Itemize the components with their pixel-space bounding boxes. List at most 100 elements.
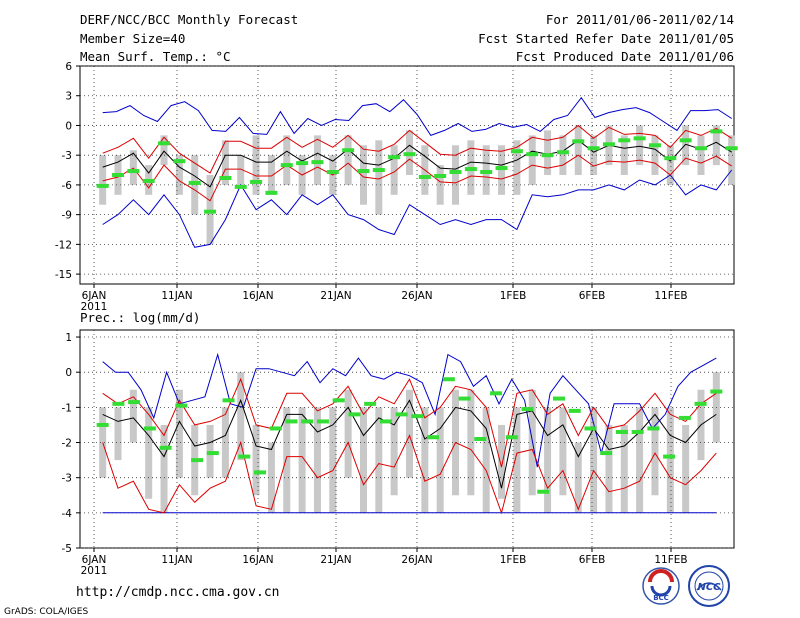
median-mark-20	[403, 152, 416, 157]
box-20	[406, 389, 413, 478]
median-mark-1	[112, 173, 125, 177]
box-41	[728, 135, 736, 185]
box-14	[313, 407, 321, 513]
y-tick-label: 6	[65, 61, 72, 73]
median-mark-22	[442, 377, 455, 382]
median-mark-8	[222, 398, 235, 403]
box-17	[359, 145, 367, 205]
median-mark-33	[602, 142, 615, 147]
median-mark-5	[175, 403, 188, 408]
box-8	[221, 407, 229, 478]
bcc-logo: BCC	[642, 567, 680, 605]
median-mark-36	[663, 454, 676, 459]
box-5	[175, 389, 183, 478]
member-size: Member Size=40	[80, 31, 185, 46]
median-mark-32	[600, 451, 613, 456]
y-tick-label: -4	[62, 508, 73, 520]
y-tick-label: -6	[62, 180, 73, 192]
x-tick-label: 11FEB	[654, 290, 687, 302]
box-36	[651, 407, 659, 496]
std-lower-line	[102, 434, 717, 515]
box-30	[559, 135, 567, 175]
median-mark-10	[250, 179, 263, 184]
median-mark-31	[584, 426, 597, 431]
median-mark-9	[238, 454, 251, 459]
grads-credit: GrADS: COLA/IGES	[4, 607, 88, 617]
median-mark-8	[219, 175, 232, 180]
median-mark-30	[568, 408, 581, 413]
box-13	[298, 407, 306, 513]
box-31	[574, 442, 582, 513]
box-29	[544, 407, 552, 513]
median-mark-29	[552, 396, 565, 401]
median-mark-28	[537, 489, 550, 494]
box-11	[267, 442, 275, 513]
box-23	[452, 145, 460, 205]
median-mark-26	[495, 166, 508, 171]
mean-line	[102, 398, 717, 489]
x-tick-label: 21JAN	[320, 554, 351, 566]
median-mark-7	[206, 451, 219, 456]
box-19	[390, 407, 398, 496]
x-tick-label: 6JAN	[82, 290, 107, 302]
y-tick-label: 1	[65, 332, 72, 344]
median-mark-22	[434, 173, 447, 178]
median-mark-2	[127, 169, 140, 174]
box-27	[513, 140, 521, 195]
variable-label: Mean Surf. Temp.: °C	[80, 49, 231, 64]
source-url[interactable]: http://cmdp.ncc.cma.gov.cn	[76, 585, 280, 600]
max-line	[102, 352, 717, 468]
median-mark-6	[188, 180, 201, 185]
median-mark-4	[158, 141, 171, 146]
median-mark-32	[587, 146, 600, 151]
median-mark-3	[142, 178, 155, 183]
x-tick-label: 1FEB	[500, 554, 527, 566]
median-mark-19	[388, 155, 401, 160]
median-mark-11	[269, 426, 282, 431]
box-36	[651, 135, 659, 175]
median-mark-20	[411, 414, 424, 419]
x-tick-label: 21JAN	[320, 290, 351, 302]
box-30	[559, 407, 567, 496]
x-tick-label: 11JAN	[161, 290, 192, 302]
median-mark-37	[678, 415, 691, 420]
box-4	[160, 135, 168, 166]
median-mark-40	[710, 129, 723, 134]
median-mark-19	[395, 412, 408, 417]
median-mark-5	[173, 159, 186, 164]
box-4	[160, 424, 168, 513]
x-tick-label: 6FEB	[579, 554, 606, 566]
box-18	[375, 140, 383, 215]
box-32	[590, 407, 598, 513]
x-tick-label: 1FEB	[500, 290, 527, 302]
median-mark-38	[679, 138, 692, 143]
box-33	[605, 424, 613, 513]
median-mark-13	[301, 419, 314, 424]
forecast-start-date: Fcst Started Refer Date 2011/01/05	[478, 31, 734, 46]
y-tick-label: -2	[62, 438, 72, 450]
median-mark-39	[694, 146, 707, 151]
precip-title: Prec.: log(mm/d)	[80, 310, 200, 325]
median-mark-21	[427, 435, 440, 440]
x-tick-label: 11FEB	[654, 554, 687, 566]
x-tick-label: 26JAN	[401, 554, 432, 566]
x-tick-year: 2011	[81, 301, 108, 313]
y-tick-label: -5	[62, 543, 72, 555]
median-mark-21	[418, 174, 431, 179]
median-mark-37	[664, 156, 677, 161]
box-25	[482, 407, 490, 513]
y-tick-label: -3	[62, 473, 72, 485]
box-22	[436, 407, 444, 513]
median-mark-38	[694, 401, 707, 406]
box-8	[221, 140, 229, 185]
box-29	[544, 130, 552, 175]
x-tick-year: 2011	[81, 565, 108, 577]
y-tick-label: -15	[55, 269, 72, 281]
median-mark-30	[556, 150, 569, 155]
median-mark-34	[618, 138, 631, 143]
box-21	[421, 407, 429, 513]
box-9	[237, 155, 245, 185]
